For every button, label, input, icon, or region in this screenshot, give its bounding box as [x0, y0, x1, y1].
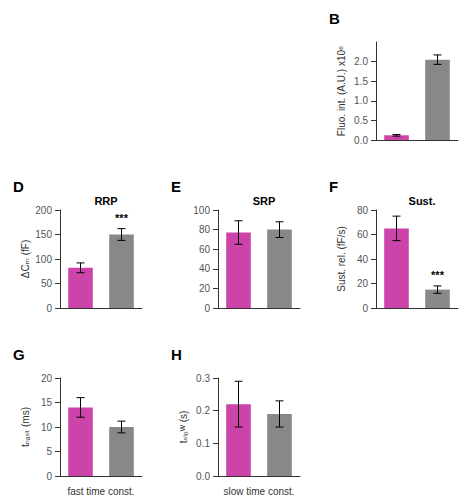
- svg-text:200: 200: [35, 205, 52, 216]
- svg-text:slow time const.: slow time const.: [223, 486, 294, 497]
- svg-text:0.0: 0.0: [354, 135, 368, 146]
- svg-text:***: ***: [115, 212, 129, 224]
- svg-text:0.2: 0.2: [196, 405, 210, 416]
- svg-text:20: 20: [41, 373, 53, 384]
- svg-text:1.5: 1.5: [354, 76, 368, 87]
- svg-text:100: 100: [193, 205, 210, 216]
- svg-text:100: 100: [35, 254, 52, 265]
- svg-text:D: D: [13, 178, 24, 195]
- svg-text:0.0: 0.0: [196, 471, 210, 482]
- svg-text:60: 60: [199, 244, 211, 255]
- svg-text:0: 0: [362, 303, 368, 314]
- svg-text:10: 10: [41, 422, 53, 433]
- svg-text:0.5: 0.5: [354, 115, 368, 126]
- svg-text:Sust. rel. (fF/s): Sust. rel. (fF/s): [336, 226, 347, 292]
- svg-text:60: 60: [357, 229, 369, 240]
- svg-text:40: 40: [199, 263, 211, 274]
- svg-text:***: ***: [431, 269, 445, 281]
- svg-text:0.3: 0.3: [196, 373, 210, 384]
- svg-text:RRP: RRP: [94, 195, 117, 207]
- svg-text:0.1: 0.1: [196, 438, 210, 449]
- svg-text:B: B: [329, 10, 340, 27]
- svg-text:tₙₐₛₜ (ms): tₙₐₛₜ (ms): [20, 407, 31, 447]
- svg-text:2.0: 2.0: [354, 56, 368, 67]
- svg-text:5: 5: [46, 446, 52, 457]
- svg-text:0: 0: [46, 303, 52, 314]
- svg-text:0: 0: [204, 303, 210, 314]
- svg-text:80: 80: [357, 205, 369, 216]
- svg-text:1.0: 1.0: [354, 95, 368, 106]
- svg-text:80: 80: [199, 224, 211, 235]
- svg-text:20: 20: [357, 278, 369, 289]
- svg-text:ΔCₘ (fF): ΔCₘ (fF): [20, 240, 31, 278]
- svg-text:H: H: [171, 346, 182, 363]
- svg-text:tₛₗₒᵂ (s): tₛₗₒᵂ (s): [178, 411, 189, 444]
- svg-text:0: 0: [46, 471, 52, 482]
- svg-text:G: G: [13, 346, 25, 363]
- svg-text:Sust.: Sust.: [409, 195, 436, 207]
- svg-text:15: 15: [41, 397, 53, 408]
- svg-text:SRP: SRP: [253, 195, 276, 207]
- svg-text:Fluo. int. (A.U.) x10⁶: Fluo. int. (A.U.) x10⁶: [336, 46, 347, 136]
- svg-text:150: 150: [35, 229, 52, 240]
- svg-text:E: E: [171, 178, 181, 195]
- svg-text:50: 50: [41, 278, 53, 289]
- svg-text:20: 20: [199, 283, 211, 294]
- svg-text:fast time const.: fast time const.: [67, 486, 134, 497]
- svg-text:40: 40: [357, 254, 369, 265]
- svg-text:F: F: [329, 178, 338, 195]
